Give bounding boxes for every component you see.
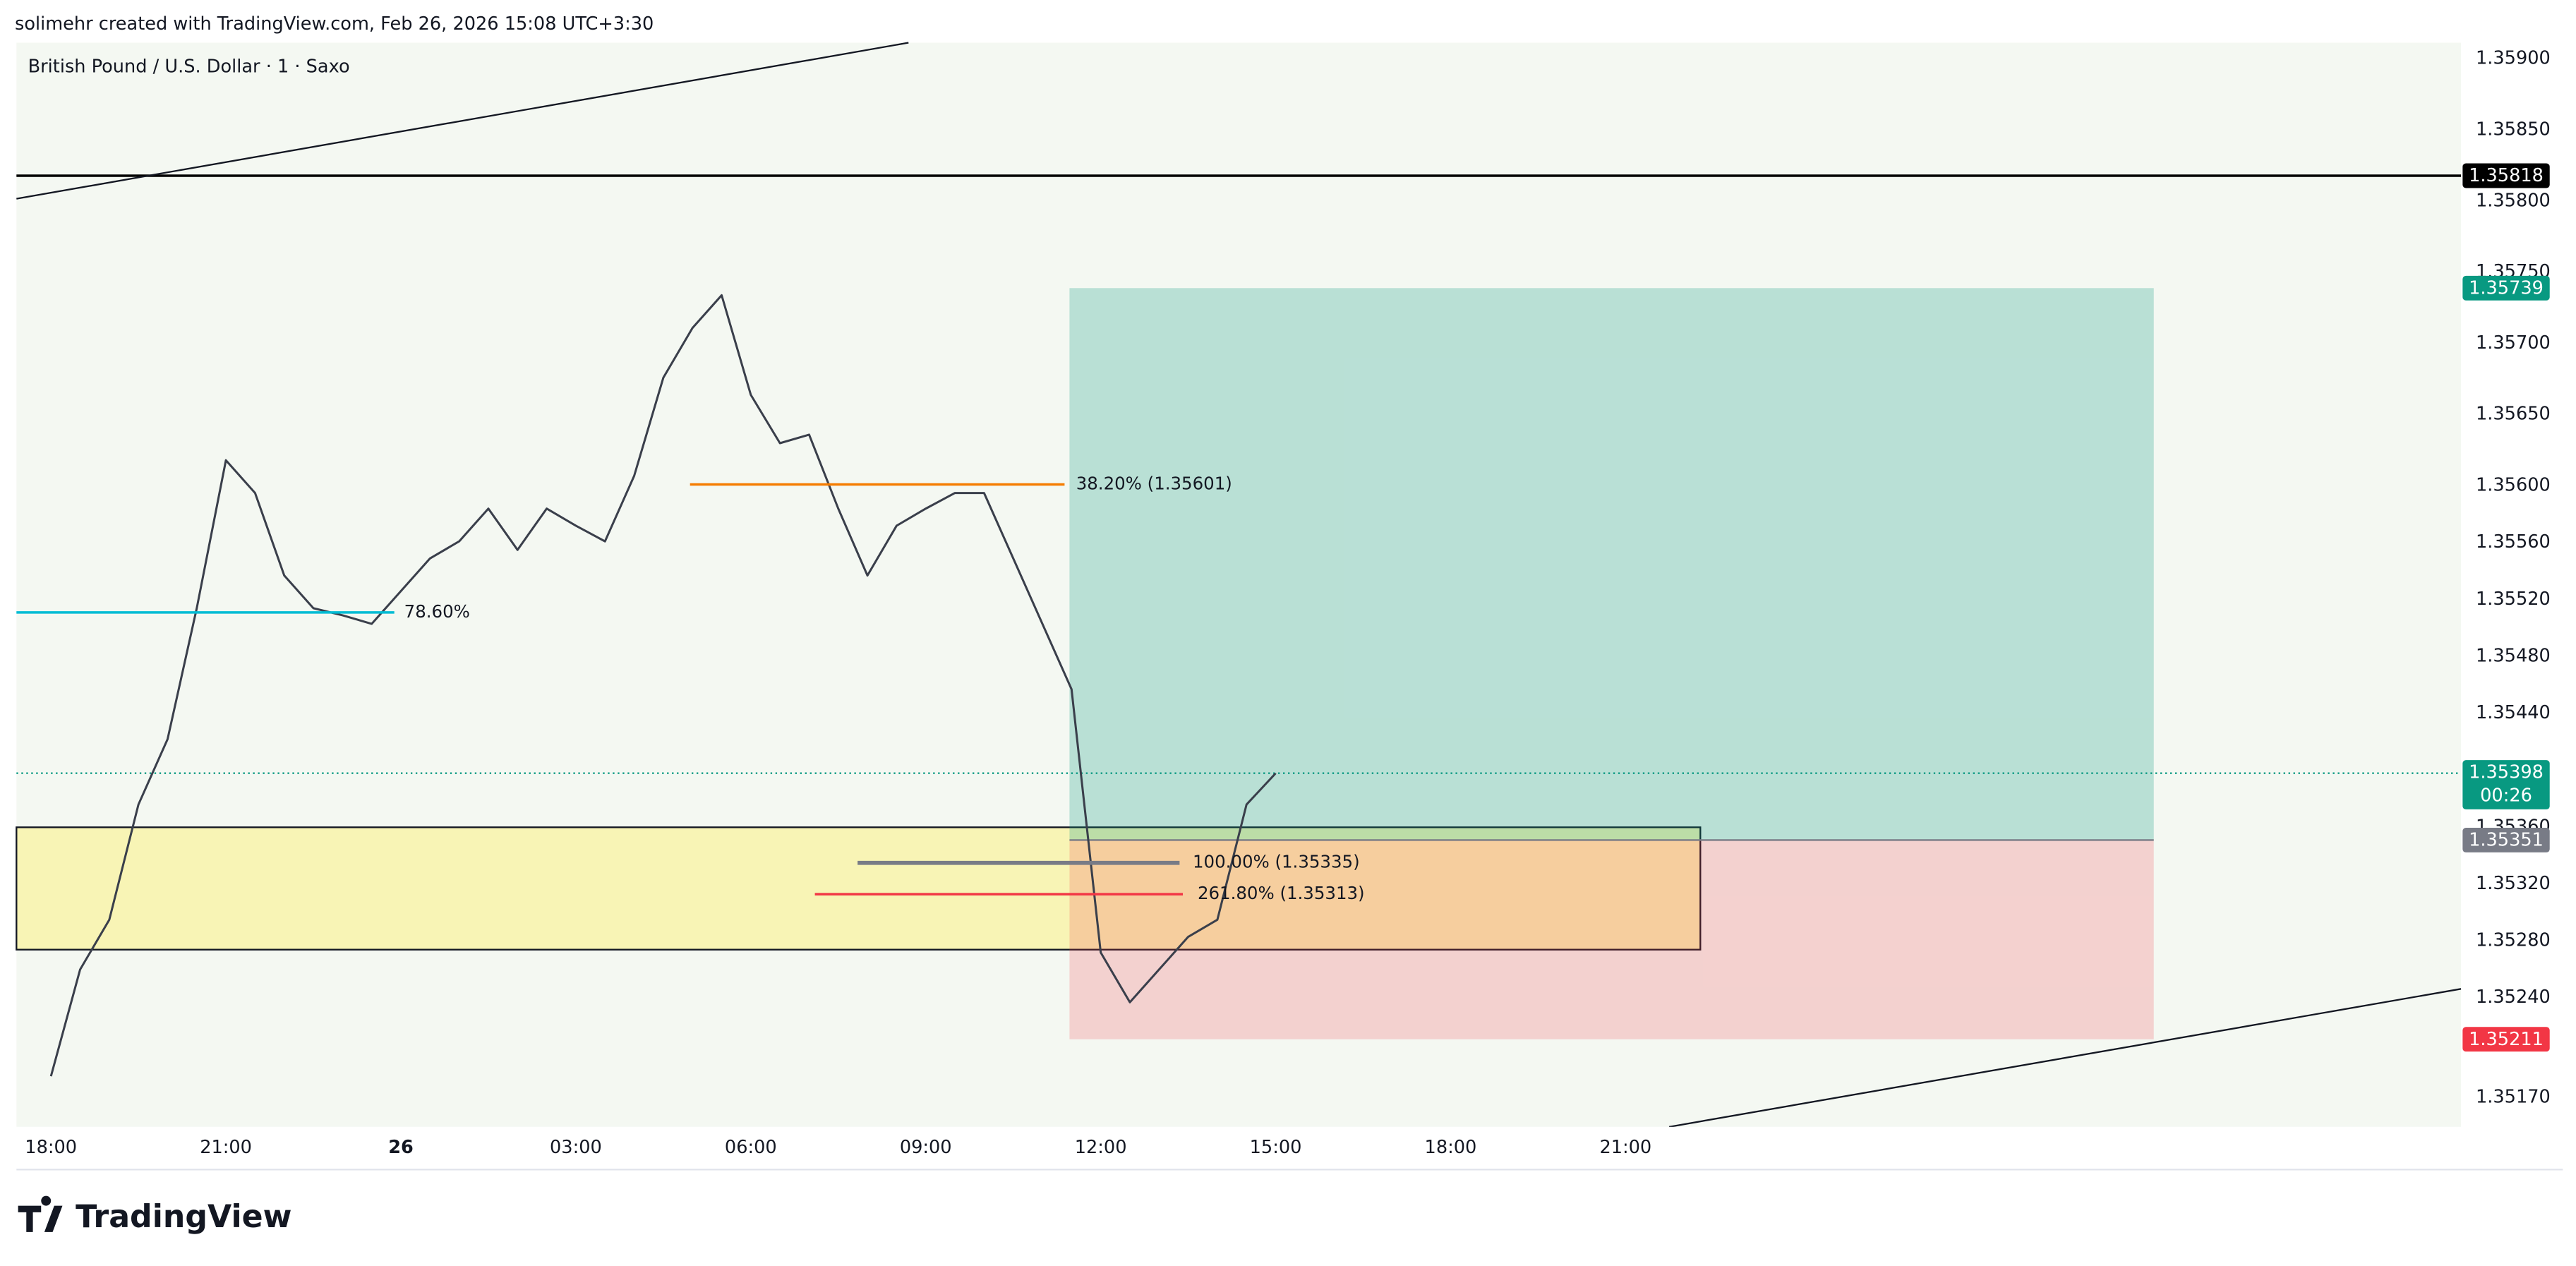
- y-tick-label: 1.35600: [2476, 474, 2551, 495]
- y-tick-label: 1.35700: [2476, 332, 2551, 354]
- fib-label: 100.00% (1.35335): [1193, 852, 1360, 872]
- line-price-label-box: [2462, 163, 2550, 188]
- logo: TradingView: [18, 1195, 291, 1235]
- drawings: 38.20% (1.35601) 78.60% 100.00% (1.35335) 2…: [16, 174, 2462, 1077]
- y-tick-label: 1.35520: [2476, 589, 2551, 610]
- header-text: solimehr created with TradingView.com, F…: [15, 13, 654, 35]
- y-tick-label: 1.35480: [2476, 645, 2551, 666]
- current-price-label: 1.35398: [2469, 762, 2544, 783]
- fib-label: 261.80% (1.35313): [1198, 883, 1365, 903]
- stop-area: [1069, 840, 2154, 1039]
- x-tick-label: 26: [388, 1137, 414, 1158]
- target-price-label-box: [2462, 275, 2550, 301]
- logo-text: TradingView: [76, 1199, 291, 1235]
- trend-line: [16, 42, 909, 200]
- chart-pane: [16, 42, 2462, 1127]
- fib-label: 78.60%: [404, 601, 470, 622]
- stop-price-label-box: [2462, 1027, 2550, 1052]
- time-axis: [16, 1126, 2462, 1170]
- y-tick-label: 1.35240: [2476, 987, 2551, 1008]
- trend-line: [1668, 988, 2462, 1128]
- x-tick-label: 21:00: [1599, 1137, 1651, 1158]
- y-tick-label: 1.35170: [2476, 1086, 2551, 1107]
- x-tick-label: 12:00: [1075, 1137, 1127, 1158]
- price-line: [49, 294, 1277, 1077]
- symbol-title: British Pound / U.S. Dollar · 1 · Saxo: [28, 56, 350, 77]
- y-tick-label: 1.35560: [2476, 531, 2551, 553]
- y-tick-label: 1.35320: [2476, 873, 2551, 894]
- y-tick-label: 1.35650: [2476, 404, 2551, 425]
- fib-label: 38.20% (1.35601): [1076, 473, 1232, 493]
- x-tick-label: 21:00: [200, 1137, 252, 1158]
- target-area: [1069, 288, 2154, 840]
- x-tick-label: 03:00: [550, 1137, 602, 1158]
- x-tick-label: 09:00: [900, 1137, 952, 1158]
- y-tick-label: 1.35900: [2476, 48, 2551, 69]
- current-price-box: [2462, 760, 2550, 809]
- logo-icon: [18, 1195, 63, 1232]
- stop-price-label: 1.35211: [2469, 1029, 2544, 1050]
- x-tick-label: 06:00: [725, 1137, 777, 1158]
- entry-price-label: 1.35351: [2469, 830, 2544, 851]
- target-price-label: 1.35739: [2469, 277, 2544, 299]
- y-tick-label: 1.35280: [2476, 930, 2551, 951]
- entry-price-label-box: [2462, 828, 2550, 852]
- zone-box: [16, 826, 1702, 951]
- y-tick-label: 1.35850: [2476, 119, 2551, 140]
- y-tick-label: 1.35440: [2476, 702, 2551, 723]
- x-tick-label: 18:00: [1425, 1137, 1477, 1158]
- x-tick-label: 18:00: [25, 1137, 77, 1158]
- x-tick-label: 15:00: [1250, 1137, 1302, 1158]
- line-price-label: 1.35818: [2469, 165, 2544, 186]
- y-tick-label: 1.35800: [2476, 190, 2551, 211]
- countdown-label: 00:26: [2480, 785, 2532, 806]
